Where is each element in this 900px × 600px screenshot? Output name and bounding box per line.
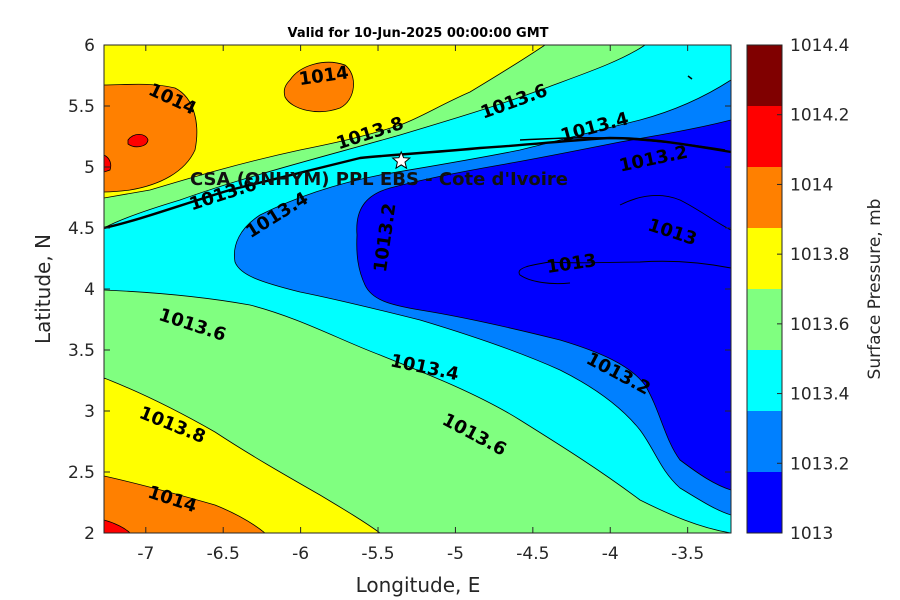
site-marker-group: CSA (ONHYM) PPL EBS - Cote d'Ivoire: [190, 150, 568, 190]
x-tick-label: -7: [137, 544, 154, 564]
y-axis-label: Latitude, N: [31, 234, 55, 344]
y-tick-label: 3: [84, 402, 95, 422]
colorbar-tick-label: 1013.4: [790, 385, 849, 405]
colorbar-frame: [746, 44, 783, 534]
colorbar-tick-label: 1013.8: [790, 245, 849, 265]
x-tick-label: -5.5: [361, 544, 394, 564]
colorbar-tick-label: 1014.2: [790, 106, 849, 126]
colorbar-label: Surface Pressure, mb: [865, 199, 885, 380]
colorbar-tick-label: 1013.2: [790, 454, 849, 474]
colorbar-tick-label: 1014.4: [790, 36, 849, 56]
y-tick-label: 3.5: [68, 341, 95, 361]
contour-fill-1013-0: [356, 119, 731, 491]
lagoon-outline: [519, 137, 726, 151]
x-tick-label: -3.5: [671, 544, 704, 564]
colorbar-tick-label: 1013.6: [790, 315, 849, 335]
colorbar: 1013 1013.2 1013.4 1013.6 1013.8 1014 1014.2 10…: [746, 36, 849, 544]
contour-plot-area: 101410141013.81013.61013.41013.21013.610…: [104, 45, 731, 533]
y-tick-label: 4.5: [68, 219, 95, 239]
y-tick-label: 4: [84, 280, 95, 300]
contour-fill-1014-northwest: [104, 83, 198, 193]
colorbar-swatch: [747, 228, 782, 290]
site-star-icon: [391, 150, 412, 170]
y-tick-label: 5: [84, 158, 95, 178]
x-tick-label: -6.5: [207, 544, 240, 564]
y-tick-label: 5.5: [68, 97, 95, 117]
contour-line-1013: [518, 260, 731, 285]
site-label: CSA (ONHYM) PPL EBS - Cote d'Ivoire: [190, 169, 568, 190]
x-axis-label: Longitude, E: [356, 573, 481, 597]
colorbar-swatch: [747, 45, 782, 107]
x-tick-label: -6: [292, 544, 309, 564]
x-tick-label: -4.5: [516, 544, 549, 564]
colorbar-swatch: [747, 472, 782, 534]
colorbar-swatch: [747, 411, 782, 473]
colorbar-swatch: [747, 289, 782, 351]
x-axis: -7 -6.5 -6 -5.5 -5 -4.5 -4 -3.5: [137, 45, 704, 564]
colorbar-swatch: [747, 350, 782, 412]
colorbar-swatch: [747, 167, 782, 229]
colorbar-tick-label: 1013: [790, 524, 833, 544]
contour-line-1013-east: [619, 195, 731, 231]
coastline-small-islet: [687, 75, 693, 80]
colorbar-tick-label: 1014: [790, 175, 833, 195]
contour-fill-1014-2-south: [104, 519, 131, 533]
y-axis: 2 2.5 3 3.5 4 4.5 5 5.5 6: [68, 36, 731, 544]
contour-fill-1013-8-north: [104, 45, 546, 199]
contour-fill-1014-2-north: [127, 133, 149, 148]
colorbar-swatch: [747, 106, 782, 168]
y-tick-label: 2.5: [68, 463, 95, 483]
y-tick-label: 6: [84, 36, 95, 56]
contour-fill-1014-2-west: [104, 154, 112, 173]
chart-title: Valid for 10-Jun-2025 00:00:00 GMT: [288, 26, 549, 41]
x-tick-label: -4: [602, 544, 619, 564]
contour-fill-1014-north: [283, 61, 354, 112]
y-tick-label: 2: [84, 524, 95, 544]
x-tick-label: -5: [447, 544, 464, 564]
contour-fill-1014-south: [104, 475, 266, 533]
